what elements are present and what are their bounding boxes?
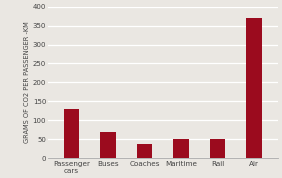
Bar <box>137 144 152 158</box>
Bar <box>100 132 116 158</box>
Bar <box>64 109 79 158</box>
Y-axis label: GRAMS OF CO2 PER PASSENGER -KM: GRAMS OF CO2 PER PASSENGER -KM <box>24 22 30 143</box>
Bar <box>173 139 189 158</box>
Bar <box>210 139 225 158</box>
Bar <box>246 18 262 158</box>
